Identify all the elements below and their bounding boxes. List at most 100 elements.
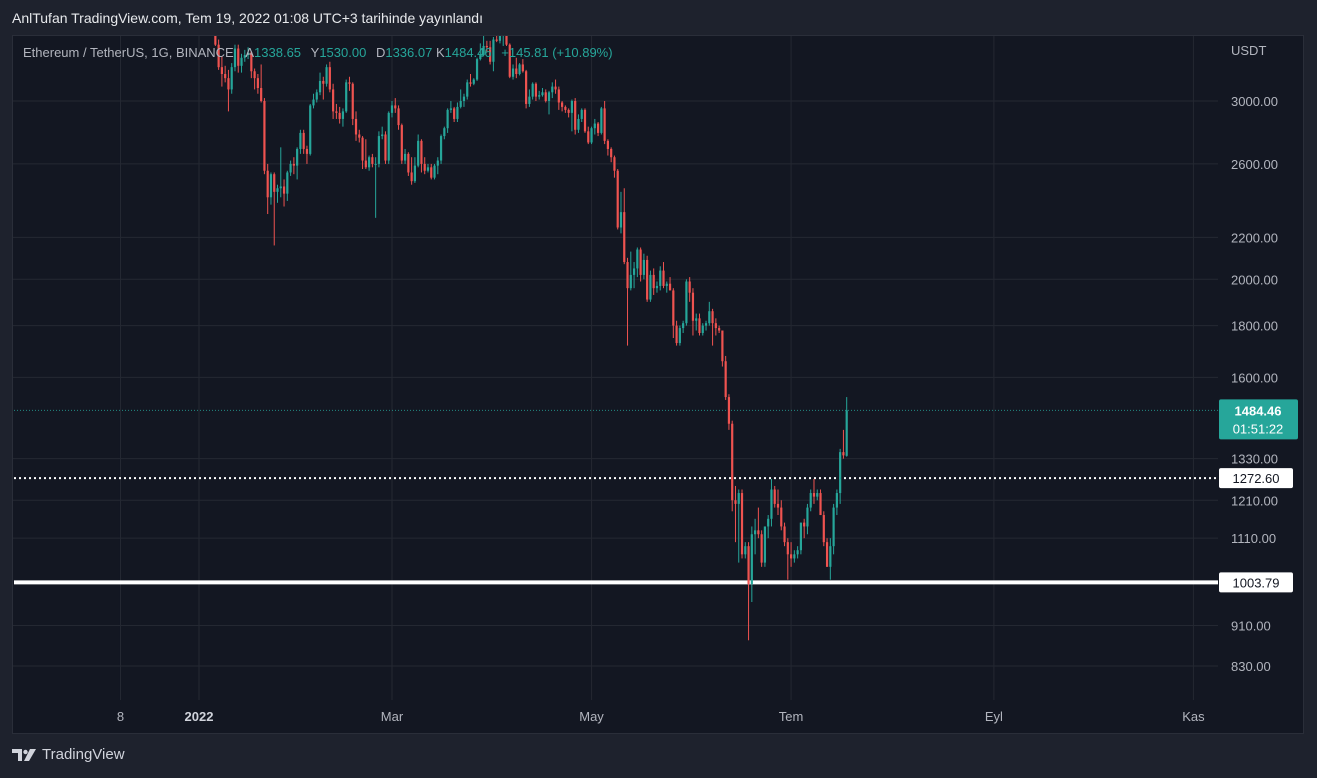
candle-body [433, 165, 436, 178]
candle-body [220, 67, 223, 74]
candle-body [701, 325, 704, 334]
candle-body [803, 522, 806, 527]
y-tick-label: 1800.00 [1231, 319, 1278, 334]
candle-body [682, 323, 685, 329]
candle-body [525, 71, 528, 104]
candle-body [397, 108, 400, 126]
candle-body [217, 44, 220, 68]
candle-body [541, 92, 544, 96]
candle-body [417, 140, 420, 166]
candle-body [685, 281, 688, 324]
candle-body [394, 105, 397, 109]
candle-body [224, 73, 227, 79]
candle-body [642, 259, 645, 275]
candle-body [443, 128, 446, 137]
candle-body [338, 112, 341, 119]
candle-body [659, 270, 662, 286]
candle-body [511, 68, 515, 77]
candle-body [672, 290, 675, 326]
candle-body [439, 136, 443, 161]
candle-body [485, 45, 488, 48]
candle-body [289, 163, 292, 173]
candle-body [639, 249, 642, 275]
axes: 3000.00 2600.00 2200.00 2000.00 1800.00 1600.… [117, 43, 1278, 724]
legend-close-label: K [435, 45, 445, 60]
candle-body [299, 132, 302, 149]
candle-body [240, 57, 243, 66]
candle-body [770, 489, 773, 519]
y-tick-label: 1330.00 [1231, 452, 1278, 467]
candle-body [711, 311, 714, 324]
candle-body [260, 88, 263, 101]
candle-body [341, 111, 345, 119]
candle-body [273, 174, 276, 192]
legend-low-value: 1336.07 [385, 45, 433, 60]
candle-body [577, 118, 580, 130]
candle-body [459, 101, 462, 107]
candle-body [230, 67, 233, 90]
candle-body [371, 157, 374, 164]
last-price-label: 1484.46 [1235, 403, 1282, 418]
candle-body [374, 163, 377, 165]
chart-legend: Ethereum / TetherUS, 1G, BINANCE A1338.6… [23, 45, 613, 60]
candle-body [214, 36, 217, 45]
candle-body [410, 172, 413, 182]
candle-body [332, 89, 335, 112]
candle-body [403, 153, 407, 161]
candle-body [786, 542, 789, 555]
candle-body [678, 328, 681, 344]
candle-body [606, 140, 609, 149]
candle-body [731, 423, 734, 501]
candle-body [266, 170, 269, 198]
candle-body [426, 167, 430, 171]
chart-panel[interactable] [12, 35, 1304, 734]
candle-body [246, 52, 250, 56]
candle-body [384, 134, 387, 161]
legend-symbol: Ethereum / TetherUS, 1G, BINANCE [23, 45, 234, 60]
candle-body [691, 292, 695, 321]
candle-body [750, 534, 753, 585]
candle-body [744, 546, 747, 555]
candle-body [662, 270, 665, 286]
candle-body [816, 493, 819, 497]
candle-body [495, 39, 498, 41]
level-label-box [1219, 572, 1293, 593]
candle-body [727, 397, 731, 424]
footer-brand[interactable]: TradingView [12, 746, 125, 763]
y-tick-label: 1600.00 [1231, 370, 1278, 385]
candle-body [502, 31, 504, 32]
candle-body [757, 530, 760, 535]
candle-body [776, 503, 780, 508]
candle-body [505, 36, 508, 45]
candle-body [479, 55, 482, 60]
candle-body [377, 136, 381, 164]
candle-body [436, 160, 439, 166]
candle-body [773, 489, 776, 504]
candle-body [335, 111, 338, 113]
candle-body [498, 36, 502, 41]
candle-body [269, 174, 273, 198]
candle-body [557, 89, 560, 103]
candle-body [508, 44, 511, 77]
x-tick-label: 2022 [185, 709, 214, 724]
candles [214, 31, 848, 641]
candle-body [799, 522, 802, 551]
candle-body [580, 109, 583, 119]
candle-body [361, 137, 364, 161]
candle-body [675, 325, 678, 344]
candle-body [600, 108, 603, 133]
candle-body [544, 92, 547, 101]
candle-body [354, 118, 358, 135]
legend-open-value: 1338.65 [254, 45, 302, 60]
candle-body [253, 71, 256, 79]
candle-body [832, 507, 835, 547]
x-tick-label: 8 [117, 709, 124, 724]
candle-body [521, 64, 524, 72]
candle-body [453, 108, 456, 119]
candle-body [518, 64, 521, 74]
candle-body [570, 101, 574, 113]
candle-body [619, 212, 623, 228]
y-tick-label: 910.00 [1231, 619, 1271, 634]
candle-body [538, 95, 541, 97]
